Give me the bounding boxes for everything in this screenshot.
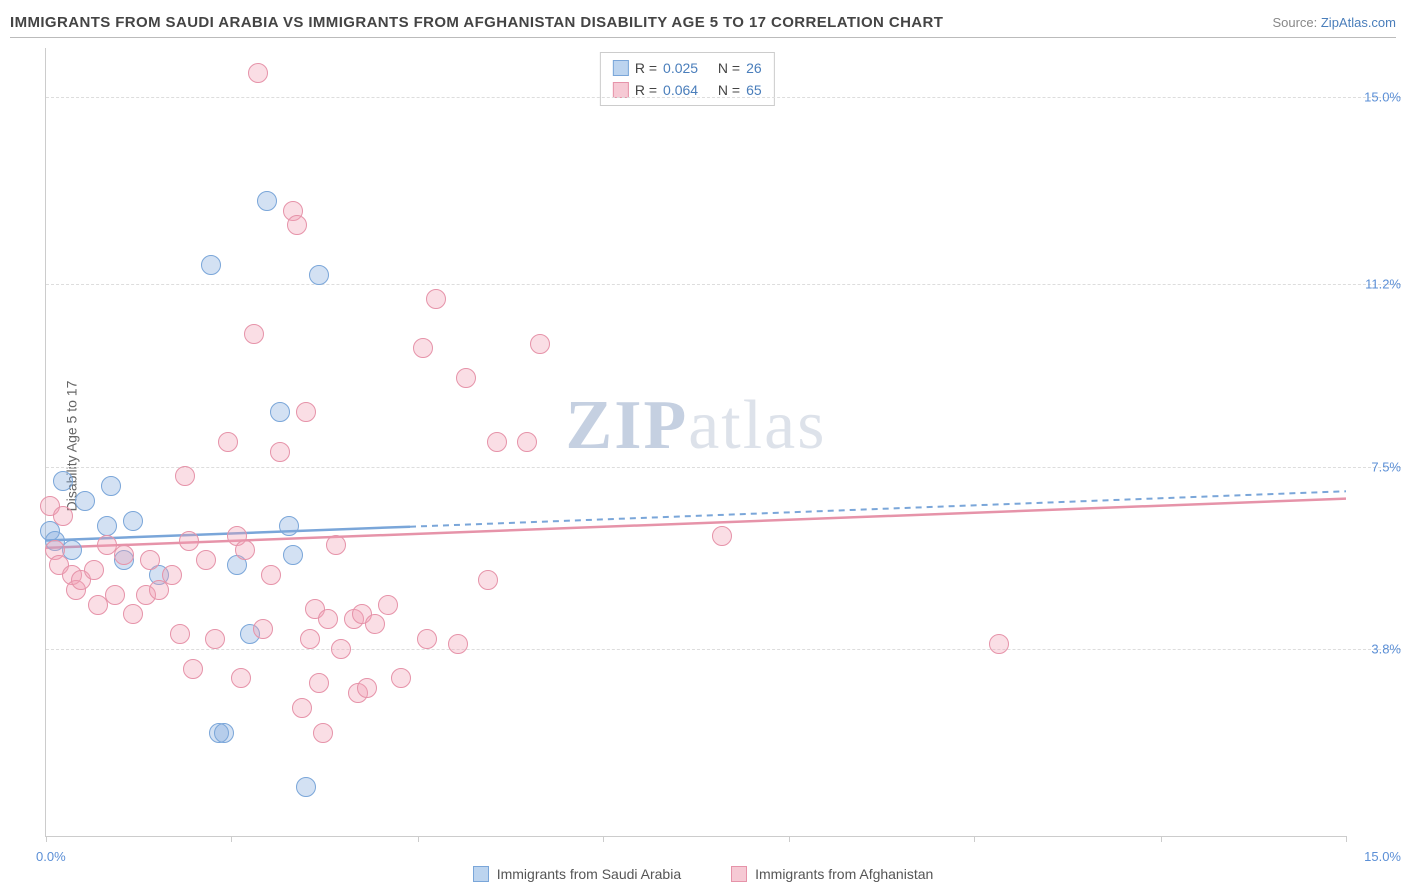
x-axis-min-label: 0.0%	[36, 849, 66, 864]
data-point	[413, 338, 433, 358]
trend-lines	[46, 48, 1346, 836]
data-point	[365, 614, 385, 634]
data-point	[175, 466, 195, 486]
data-point	[292, 698, 312, 718]
data-point	[261, 565, 281, 585]
data-point	[179, 531, 199, 551]
data-point	[257, 191, 277, 211]
chart-title: IMMIGRANTS FROM SAUDI ARABIA VS IMMIGRAN…	[10, 14, 943, 31]
gridline	[46, 97, 1401, 98]
data-point	[300, 629, 320, 649]
legend-item-b: Immigrants from Afghanistan	[731, 866, 933, 882]
legend-swatch-a	[473, 866, 489, 882]
data-point	[309, 673, 329, 693]
data-point	[205, 629, 225, 649]
x-tick	[603, 836, 604, 842]
gridline	[46, 467, 1401, 468]
data-point	[530, 334, 550, 354]
data-point	[456, 368, 476, 388]
data-point	[231, 668, 251, 688]
data-point	[448, 634, 468, 654]
data-point	[357, 678, 377, 698]
data-point	[378, 595, 398, 615]
legend-swatch-b	[731, 866, 747, 882]
y-tick-label: 11.2%	[1351, 277, 1401, 292]
x-tick	[789, 836, 790, 842]
data-point	[989, 634, 1009, 654]
data-point	[426, 289, 446, 309]
data-point	[162, 565, 182, 585]
source-link[interactable]: ZipAtlas.com	[1321, 15, 1396, 30]
swatch-series-a	[613, 60, 629, 76]
data-point	[478, 570, 498, 590]
swatch-series-b	[613, 82, 629, 98]
data-point	[140, 550, 160, 570]
x-tick	[46, 836, 47, 842]
legend-item-a: Immigrants from Saudi Arabia	[473, 866, 681, 882]
data-point	[84, 560, 104, 580]
source-prefix: Source:	[1272, 15, 1320, 30]
data-point	[218, 432, 238, 452]
data-point	[123, 511, 143, 531]
data-point	[105, 585, 125, 605]
data-point	[123, 604, 143, 624]
source-credit: Source: ZipAtlas.com	[1272, 15, 1396, 30]
data-point	[309, 265, 329, 285]
legend-label-b: Immigrants from Afghanistan	[755, 866, 933, 882]
data-point	[326, 535, 346, 555]
gridline	[46, 284, 1401, 285]
x-tick	[1161, 836, 1162, 842]
data-point	[253, 619, 273, 639]
data-point	[214, 723, 234, 743]
y-tick-label: 3.8%	[1351, 641, 1401, 656]
data-point	[53, 506, 73, 526]
data-point	[114, 545, 134, 565]
data-point	[235, 540, 255, 560]
legend-label-a: Immigrants from Saudi Arabia	[497, 866, 681, 882]
data-point	[279, 516, 299, 536]
data-point	[101, 476, 121, 496]
data-point	[248, 63, 268, 83]
data-point	[97, 516, 117, 536]
data-point	[313, 723, 333, 743]
data-point	[712, 526, 732, 546]
data-point	[283, 545, 303, 565]
data-point	[318, 609, 338, 629]
x-tick	[418, 836, 419, 842]
data-point	[270, 402, 290, 422]
header: IMMIGRANTS FROM SAUDI ARABIA VS IMMIGRAN…	[10, 8, 1396, 38]
x-axis-max-label: 15.0%	[1364, 849, 1401, 864]
data-point	[183, 659, 203, 679]
data-point	[196, 550, 216, 570]
data-point	[244, 324, 264, 344]
x-tick	[974, 836, 975, 842]
data-point	[201, 255, 221, 275]
data-point	[296, 402, 316, 422]
scatter-plot: ZIPatlas R = 0.025 N = 26 R = 0.064 N = …	[45, 48, 1346, 837]
data-point	[487, 432, 507, 452]
data-point	[75, 491, 95, 511]
data-point	[296, 777, 316, 797]
stats-row-series-a: R = 0.025 N = 26	[613, 57, 762, 79]
data-point	[391, 668, 411, 688]
data-point	[417, 629, 437, 649]
y-tick-label: 15.0%	[1351, 90, 1401, 105]
x-tick	[1346, 836, 1347, 842]
data-point	[517, 432, 537, 452]
watermark: ZIPatlas	[566, 386, 827, 466]
x-tick	[231, 836, 232, 842]
data-point	[53, 471, 73, 491]
data-point	[331, 639, 351, 659]
data-point	[170, 624, 190, 644]
gridline	[46, 649, 1401, 650]
y-tick-label: 7.5%	[1351, 459, 1401, 474]
data-point	[287, 215, 307, 235]
data-point	[270, 442, 290, 462]
legend: Immigrants from Saudi Arabia Immigrants …	[0, 866, 1406, 882]
